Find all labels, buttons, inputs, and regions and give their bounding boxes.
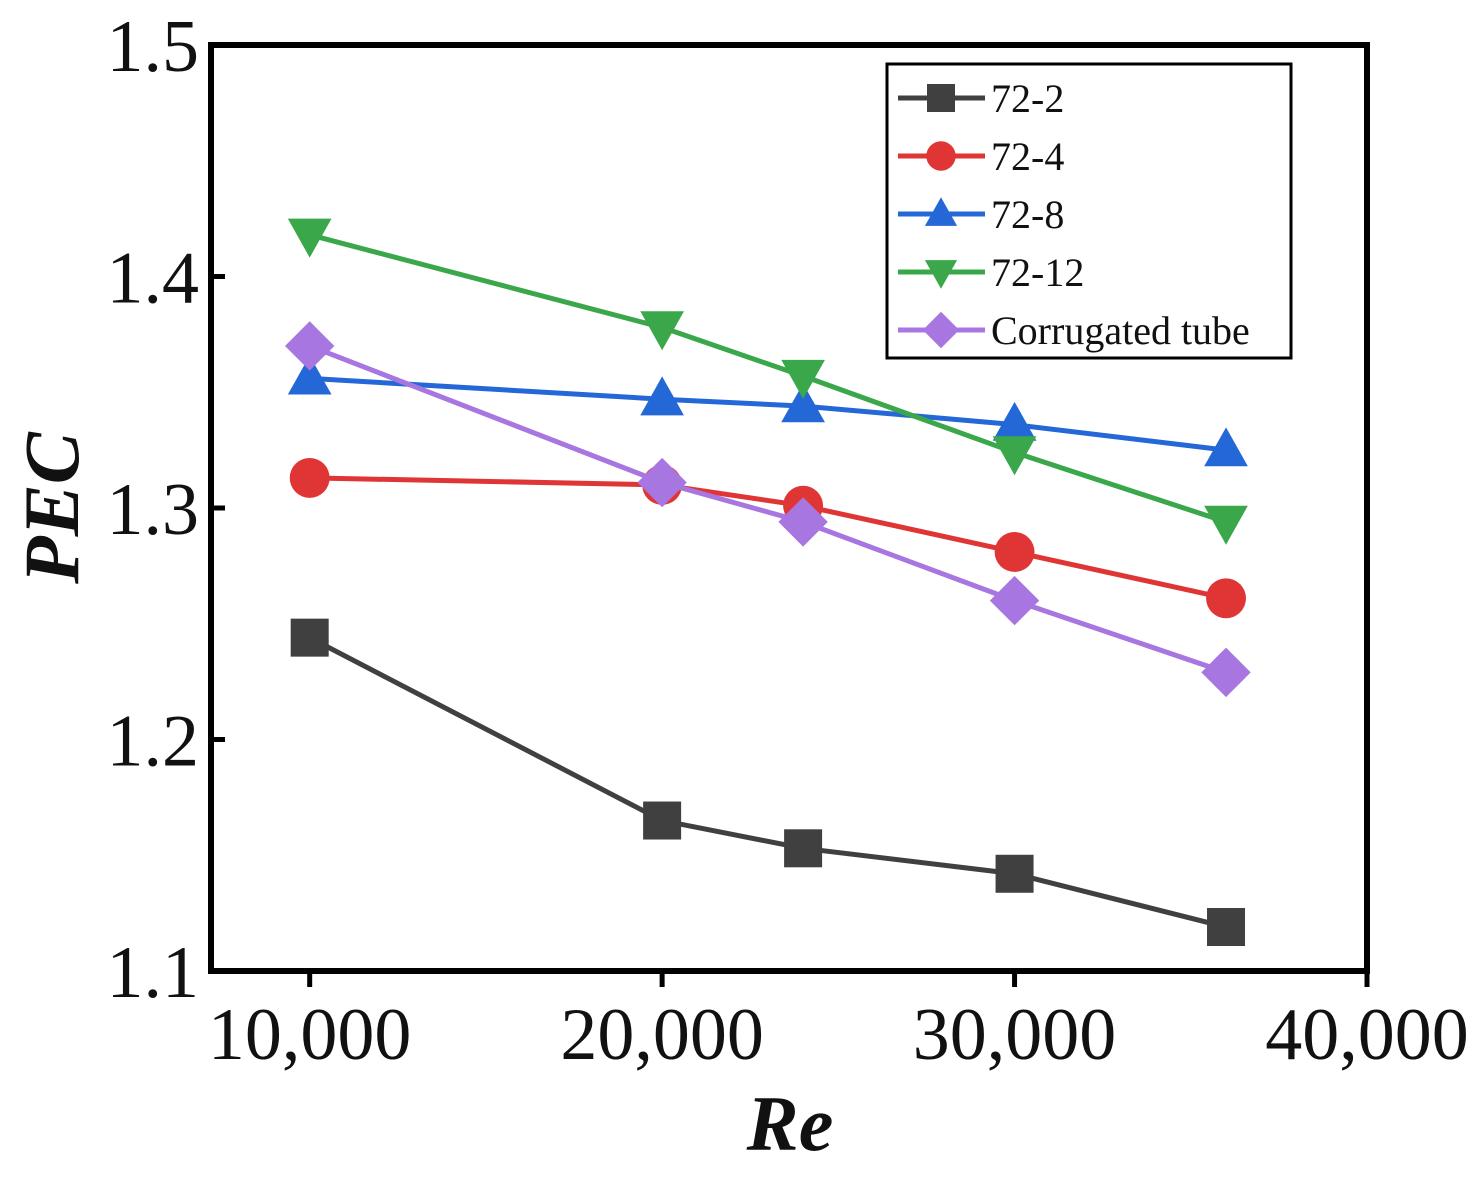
x-tick-label: 30,000 [913,994,1117,1076]
series-corrugated-tube [284,321,1251,698]
y-tick-label: 1.1 [107,932,200,1014]
legend-label: Corrugated tube [991,308,1250,353]
data-point [995,854,1034,893]
data-point [989,575,1040,626]
data-point [992,401,1037,441]
legend-marker [924,260,958,289]
y-tick-label: 1.4 [107,238,200,320]
legend-box [885,62,1293,360]
legend-label: 72-8 [991,192,1064,237]
data-point [289,457,330,498]
series-line [308,343,1227,675]
data-point [1207,908,1246,947]
legend-marker [924,197,958,226]
legend-label: 72-4 [991,134,1064,179]
legend-marker [922,311,960,349]
data-point [637,457,687,508]
data-point [781,383,825,423]
legend-item: 72-4 [898,134,1064,179]
data-point [640,376,684,416]
series-line [309,475,1227,601]
series-layer [284,218,1251,947]
series-72-8 [287,355,1248,467]
data-point [994,532,1035,572]
legend-item: Corrugated tube [898,308,1250,353]
x-tick-label: 10,000 [208,994,412,1076]
series-72-2 [290,618,1246,947]
data-point [640,311,684,351]
series-line [309,375,1227,453]
y-tick-label: 1.2 [107,701,200,783]
data-point [290,618,329,657]
data-point [1204,505,1248,545]
legend-item: 72-8 [898,192,1064,237]
data-point [992,436,1037,476]
data-point [778,497,828,547]
axis-layer: 1.1 1.2 1.3 1.4 1.5 10,000 20,000 30,000 40,000 [107,6,1469,1076]
y-tick-label: 1.3 [107,469,200,551]
legend-item: 72-12 [898,250,1084,295]
data-point [781,359,825,399]
legend-item: 72-2 [898,76,1064,121]
y-tick-label: 1.5 [107,6,200,88]
data-point [284,321,335,371]
data-point [1204,427,1248,467]
legend: 72-2 72-4 72-8 72-12 Corrugated tube [885,62,1293,360]
data-point [287,218,332,258]
y-axis-title: PEC [8,431,95,585]
x-axis-title: Re [746,1080,834,1167]
legend-label: 72-12 [991,250,1084,295]
data-point [784,829,823,868]
data-point [1201,647,1251,698]
series-line [308,635,1227,930]
data-point [287,355,332,395]
data-point [1206,578,1246,619]
x-tick-label: 20,000 [560,994,764,1076]
legend-marker [926,141,956,171]
legend-marker [927,84,955,112]
data-point [643,801,682,840]
legend-label: 72-2 [991,76,1064,121]
x-tick-label: 40,000 [1265,994,1469,1076]
series-72-12 [287,218,1248,545]
